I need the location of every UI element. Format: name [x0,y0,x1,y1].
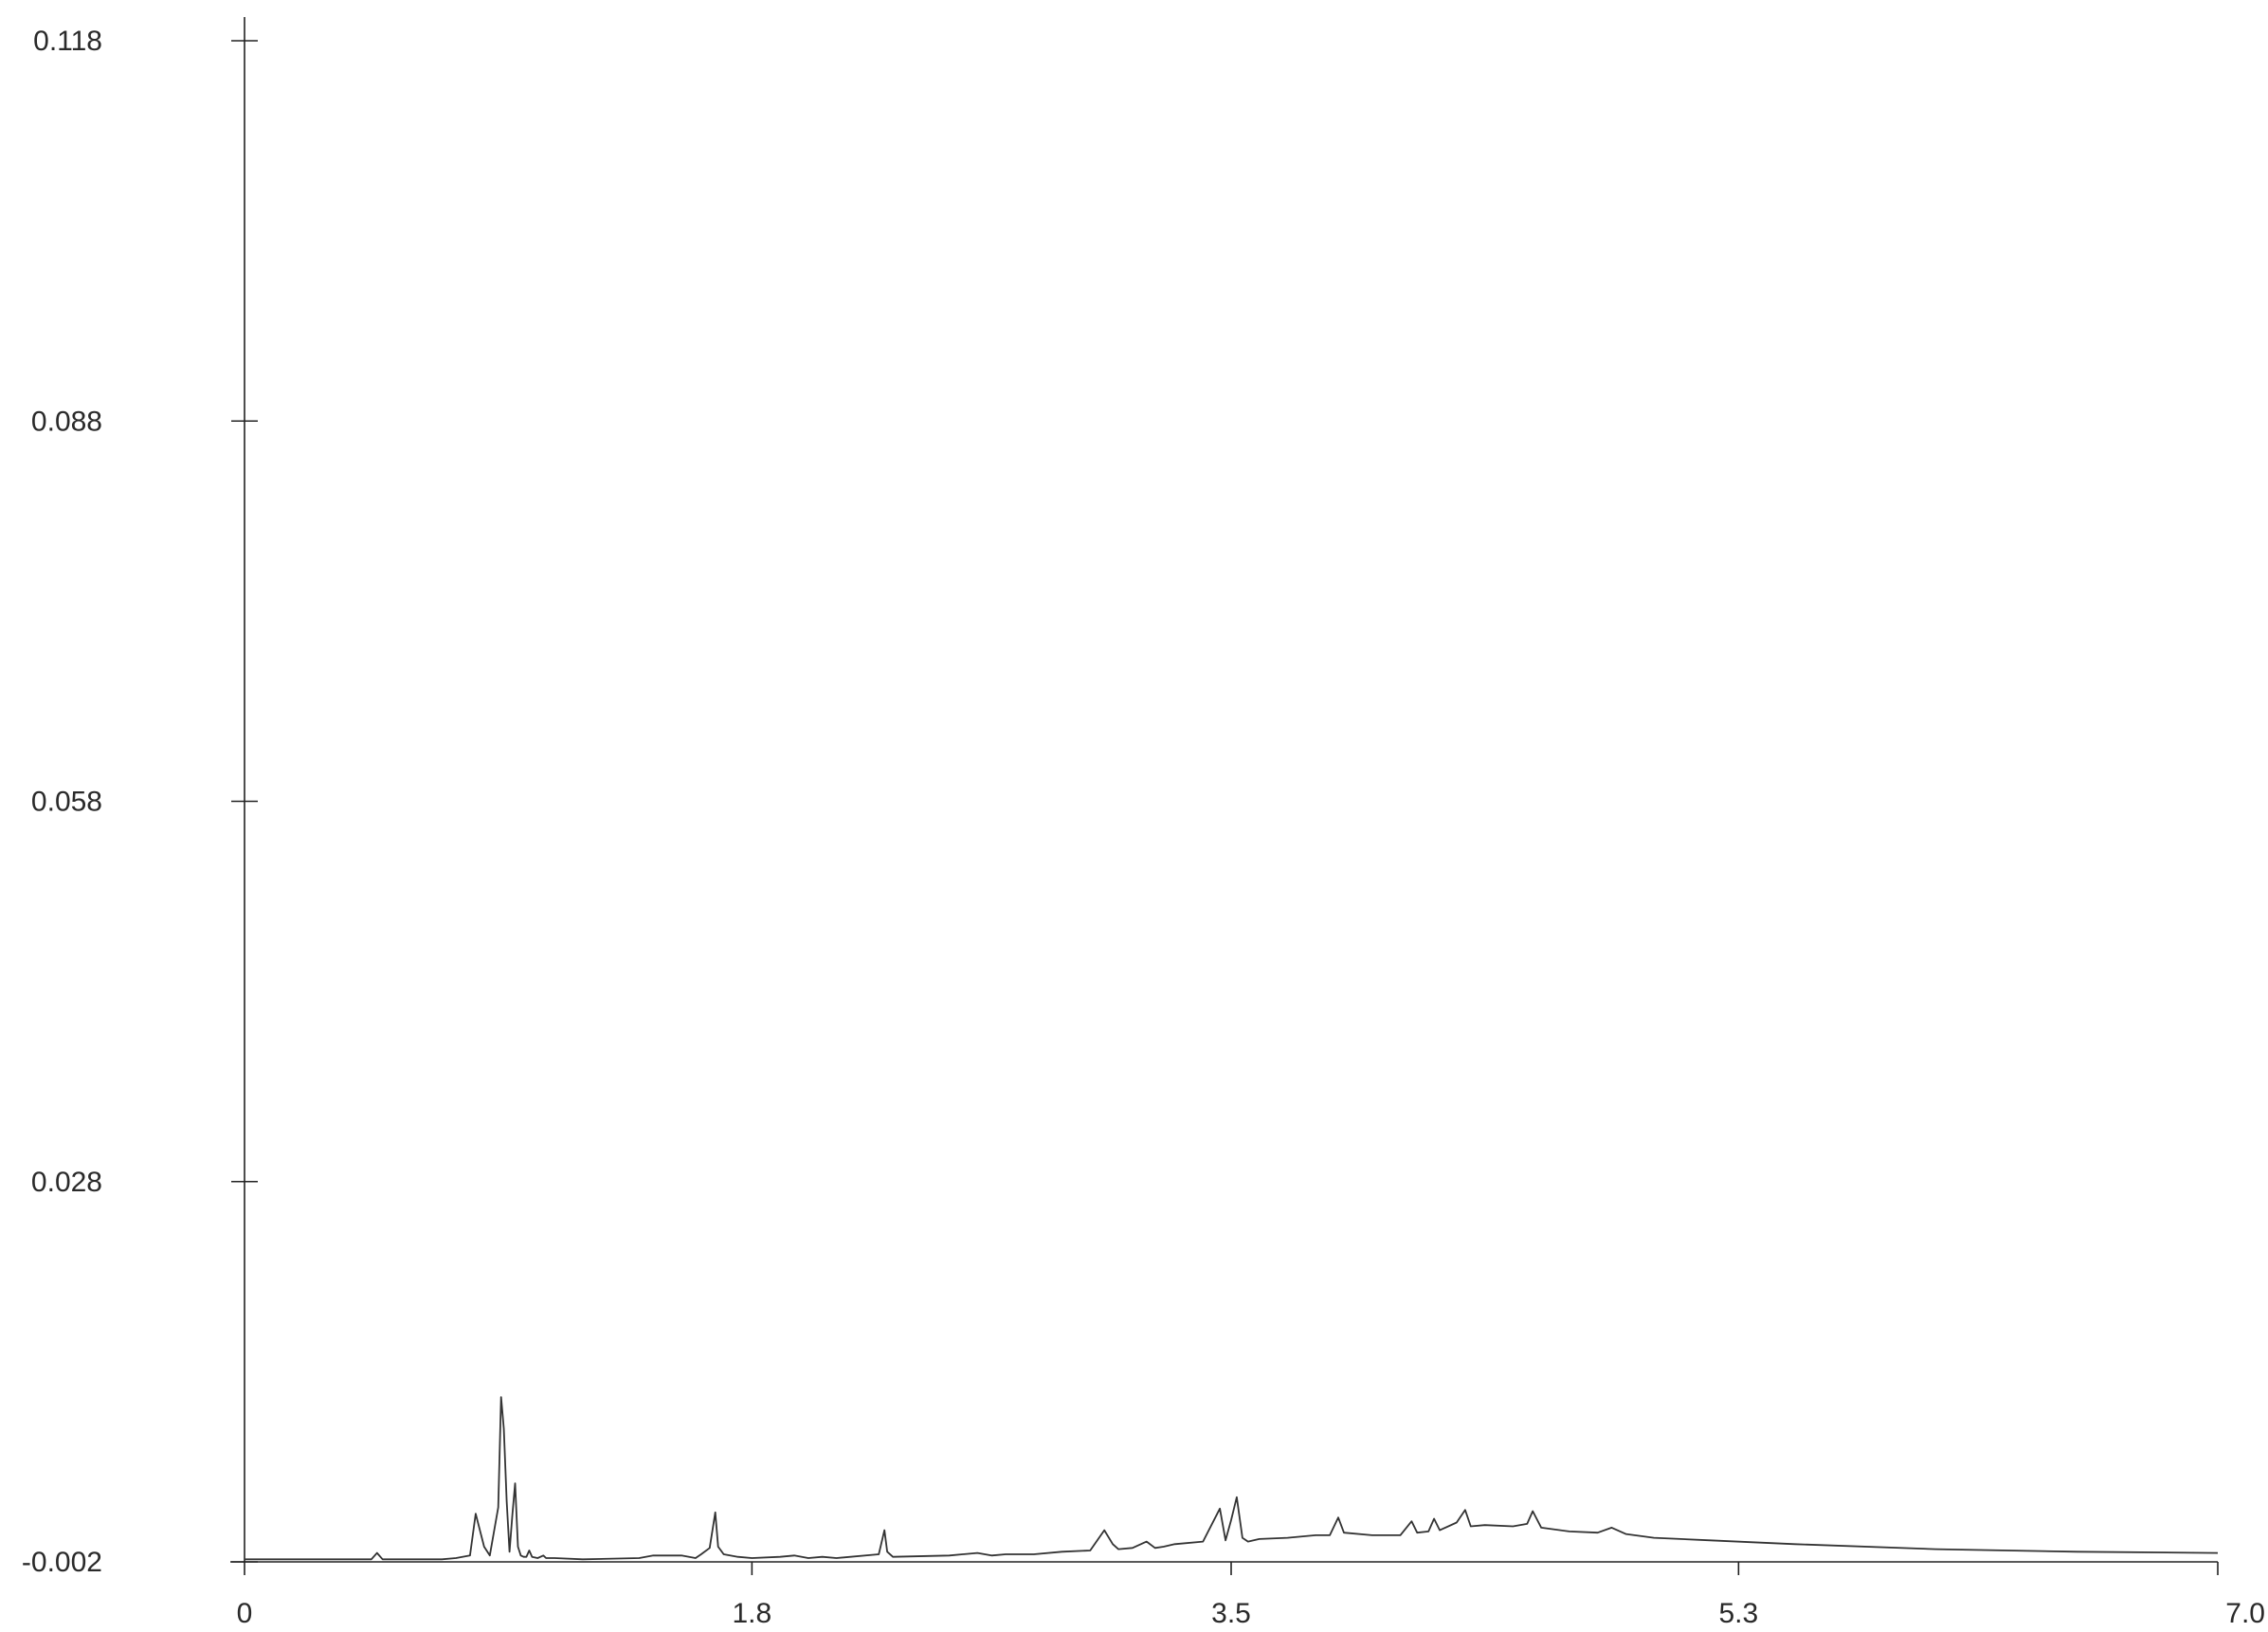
x-tick-label: 0 [237,1598,253,1629]
x-tick-label: 3.5 [1211,1598,1251,1629]
tick-marks [231,40,2219,1575]
series-line [245,1396,2219,1561]
y-tick-labels: -0.002 0.028 0.058 0.088 0.118 [22,26,102,1578]
x-tick-label: 7.0 [2225,1598,2265,1629]
y-tick-label: -0.002 [22,1547,102,1578]
series-layer [245,1396,2219,1561]
x-tick-label: 1.8 [733,1598,772,1629]
x-tick-labels: 0 1.8 3.5 5.3 7.0 [237,1598,2265,1629]
x-tick-label: 5.3 [1719,1598,1759,1629]
y-tick-label: 0.028 [31,1167,102,1198]
y-tick-label: 0.058 [31,787,102,818]
y-tick-label: 0.088 [31,406,102,437]
y-tick-label: 0.118 [33,26,102,57]
